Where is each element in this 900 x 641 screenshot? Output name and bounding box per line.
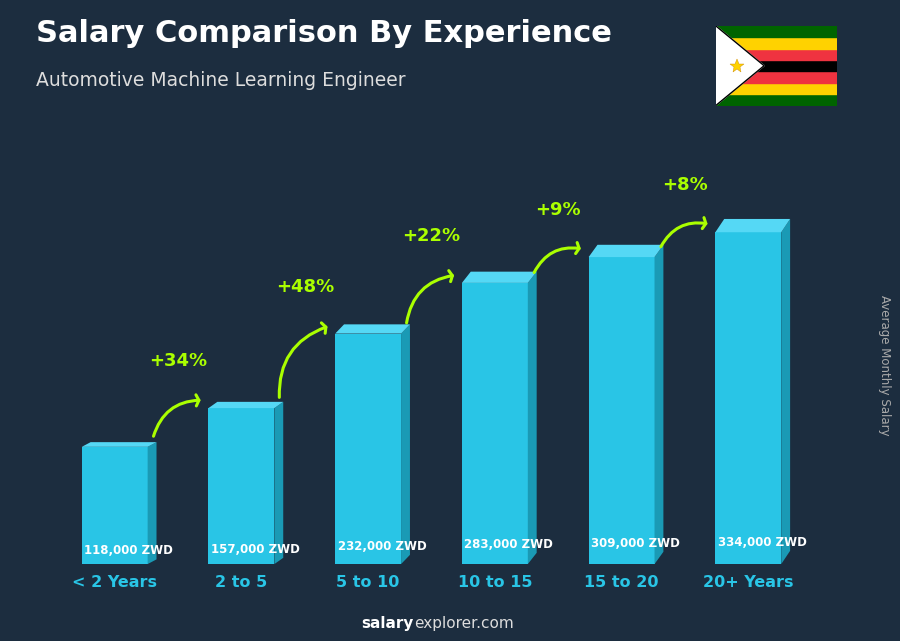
Polygon shape [654, 245, 663, 564]
Polygon shape [274, 402, 284, 564]
Bar [716, 94, 837, 106]
Text: +9%: +9% [536, 201, 581, 219]
Polygon shape [82, 447, 148, 564]
Polygon shape [462, 272, 536, 283]
Polygon shape [716, 232, 781, 564]
Polygon shape [82, 442, 157, 447]
Polygon shape [401, 324, 410, 564]
Polygon shape [209, 402, 284, 408]
Bar [716, 37, 837, 49]
Polygon shape [462, 283, 527, 564]
Polygon shape [527, 272, 536, 564]
Text: 232,000 ZWD: 232,000 ZWD [338, 540, 427, 553]
Bar [716, 49, 837, 60]
Text: +8%: +8% [662, 176, 707, 194]
Polygon shape [716, 26, 764, 106]
Text: 334,000 ZWD: 334,000 ZWD [718, 536, 806, 549]
Bar [716, 71, 837, 83]
Text: Salary Comparison By Experience: Salary Comparison By Experience [36, 19, 612, 48]
Text: Automotive Machine Learning Engineer: Automotive Machine Learning Engineer [36, 71, 406, 90]
Polygon shape [589, 245, 663, 257]
Text: 283,000 ZWD: 283,000 ZWD [464, 538, 554, 551]
Text: +22%: +22% [402, 227, 461, 245]
Polygon shape [781, 219, 790, 564]
Bar [716, 83, 837, 94]
Text: +48%: +48% [275, 278, 334, 296]
Text: salary: salary [362, 617, 414, 631]
Text: +34%: +34% [149, 353, 207, 370]
Polygon shape [335, 324, 410, 333]
Polygon shape [335, 333, 401, 564]
Bar [716, 26, 837, 37]
Text: 118,000 ZWD: 118,000 ZWD [85, 544, 173, 558]
Polygon shape [716, 219, 790, 232]
Text: Average Monthly Salary: Average Monthly Salary [878, 295, 890, 436]
Polygon shape [589, 257, 654, 564]
Polygon shape [148, 442, 157, 564]
Text: 157,000 ZWD: 157,000 ZWD [211, 543, 300, 556]
Bar [716, 60, 837, 71]
Text: explorer.com: explorer.com [414, 617, 514, 631]
Text: 309,000 ZWD: 309,000 ZWD [591, 537, 680, 550]
Polygon shape [209, 408, 274, 564]
